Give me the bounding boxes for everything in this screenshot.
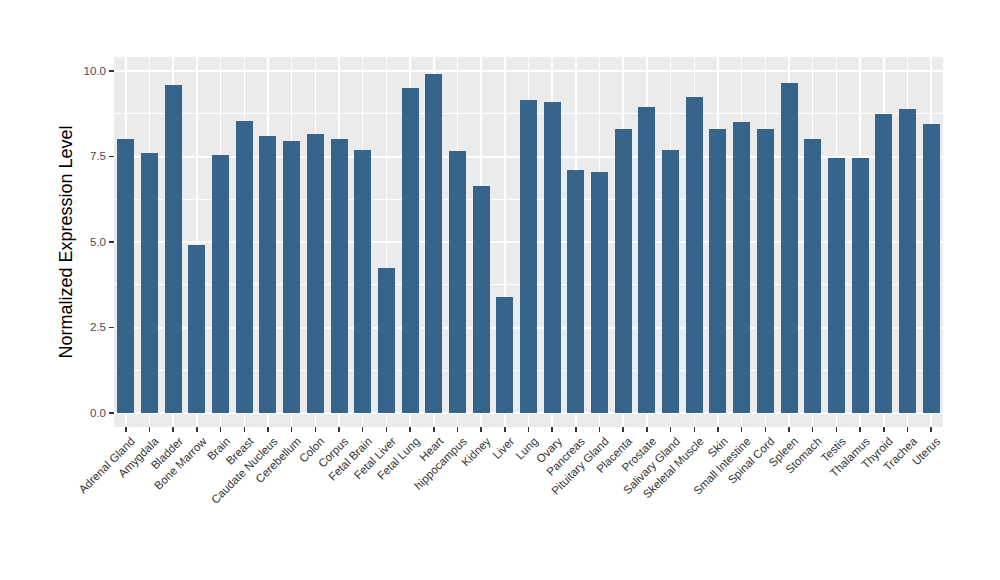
bar-fetal-liver (378, 268, 395, 413)
bar-stomach (804, 139, 821, 413)
bar-thalamus (852, 158, 869, 413)
bar-brain (212, 155, 229, 413)
y-tick-label: 5.0 (90, 237, 106, 248)
bar-amygdala (141, 153, 158, 413)
bar-thyroid (875, 114, 892, 413)
bar-caudate-nucleus (259, 136, 276, 413)
bar-skin (709, 129, 726, 413)
y-tick-label: 0.0 (90, 408, 106, 419)
x-tick-mark (220, 427, 222, 432)
bar-bladder (165, 85, 182, 413)
x-tick-mark (599, 427, 601, 432)
x-tick-mark (457, 427, 459, 432)
y-tick-label: 2.5 (90, 322, 106, 333)
x-tick-mark (125, 427, 127, 432)
x-tick-mark (741, 427, 743, 432)
bar-skeletal-muscle (686, 97, 703, 413)
bar-chart-figure: Normalized Expression Level 0.0 2.5 5.0 7.5… (0, 0, 1000, 580)
bar-breast (236, 121, 253, 413)
x-tick-mark (717, 427, 719, 432)
y-tick-label: 7.5 (90, 151, 106, 162)
x-tick-mark (433, 427, 435, 432)
x-tick-mark (836, 427, 838, 432)
bar-placenta (615, 129, 632, 413)
x-tick-mark (291, 427, 293, 432)
x-tick-mark (930, 427, 932, 432)
gridline-major (114, 70, 943, 72)
x-tick-mark (670, 427, 672, 432)
bar-pancreas (567, 170, 584, 413)
x-tick-mark (812, 427, 814, 432)
bar-ovary (544, 102, 561, 413)
bar-cerebellum (283, 141, 300, 413)
bar-liver (496, 297, 513, 413)
bar-prostate (638, 107, 655, 413)
x-tick-mark (765, 427, 767, 432)
bar-bone-marrow (188, 245, 205, 413)
x-tick-mark (149, 427, 151, 432)
x-tick-mark (575, 427, 577, 432)
bar-fetal-brain (354, 150, 371, 413)
bar-salivary-gland (662, 150, 679, 413)
bar-heart (425, 74, 442, 413)
y-tick-label: 10.0 (84, 66, 106, 77)
bar-adrenal-gland (117, 139, 134, 413)
x-tick-mark (528, 427, 530, 432)
x-tick-mark (646, 427, 648, 432)
bar-spinal-cord (757, 129, 774, 413)
x-tick-mark (244, 427, 246, 432)
x-tick-mark (883, 427, 885, 432)
x-tick-mark (362, 427, 364, 432)
x-tick-mark (196, 427, 198, 432)
bar-kidney (473, 186, 490, 413)
x-tick-mark (338, 427, 340, 432)
x-tick-mark (907, 427, 909, 432)
x-tick-mark (315, 427, 317, 432)
x-tick-label-liver: Liver (490, 435, 516, 461)
bar-lung (520, 100, 537, 413)
x-tick-mark (172, 427, 174, 432)
x-tick-mark (504, 427, 506, 432)
bar-uterus (923, 124, 940, 413)
bar-spleen (781, 83, 798, 413)
bar-testis (828, 158, 845, 413)
x-tick-mark (409, 427, 411, 432)
plot-panel (114, 57, 943, 427)
x-tick-mark (551, 427, 553, 432)
x-tick-mark (859, 427, 861, 432)
bar-hippocampus (449, 151, 466, 413)
bar-trachea (899, 109, 916, 413)
bar-colon (307, 134, 324, 413)
bar-small-intestine (733, 122, 750, 413)
x-tick-mark (694, 427, 696, 432)
y-axis-title: Normalized Expression Level (56, 125, 77, 358)
bar-pituitary-gland (591, 172, 608, 413)
x-tick-mark (480, 427, 482, 432)
x-tick-mark (788, 427, 790, 432)
x-tick-mark (386, 427, 388, 432)
x-tick-mark (267, 427, 269, 432)
bar-fetal-lung (402, 88, 419, 413)
x-tick-mark (622, 427, 624, 432)
bar-corpus (331, 139, 348, 413)
